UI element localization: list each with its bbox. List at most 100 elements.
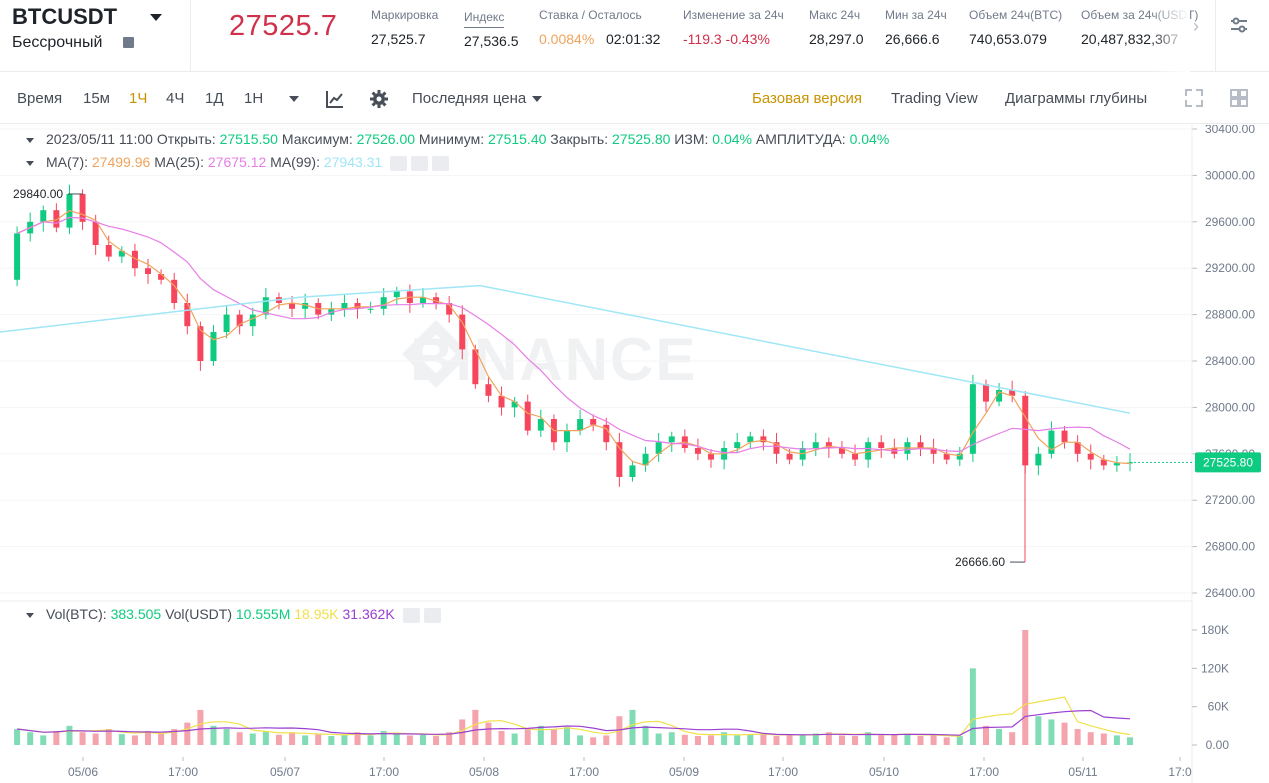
symbol-name[interactable]: BTCUSDT [12, 4, 118, 29]
stat-label: Изменение за 24ч [683, 8, 784, 22]
ohlc-low: 27515.40 [488, 131, 547, 147]
volume-bar [786, 735, 793, 745]
candle-body [223, 314, 230, 332]
volume-bar [550, 729, 557, 745]
candle-body [825, 442, 832, 448]
candle-body [158, 274, 165, 280]
interval-1h[interactable]: 1Ч [129, 90, 148, 107]
candle-body [197, 326, 204, 361]
volume-bar [27, 732, 34, 745]
ohlc-open: 27515.50 [219, 131, 278, 147]
interval-1d[interactable]: 1Д [205, 90, 224, 107]
volume-bar [40, 735, 47, 745]
volume-ma-purple-line [17, 709, 1131, 736]
collapse-caret-icon[interactable] [26, 160, 34, 166]
ma7-value: 27499.96 [91, 154, 151, 170]
time-label[interactable]: Время [17, 90, 63, 107]
candle-body [380, 297, 387, 309]
view-basic-tab[interactable]: Базовая версия [752, 90, 862, 107]
close-icon[interactable] [432, 155, 450, 171]
volume-bar [419, 734, 426, 745]
price-type-dropdown[interactable]: Последняя цена [412, 90, 543, 107]
stat-value: 740,653.079 [969, 31, 1047, 47]
gear-icon[interactable] [369, 89, 389, 109]
candle-body [642, 453, 649, 466]
volume-bar [1022, 630, 1029, 745]
ticker-header: BTCUSDT Бессрочный 27525.7 Маркировка 27… [0, 0, 1269, 72]
view-depth-tab[interactable]: Диаграммы глубины [1005, 90, 1148, 107]
volume-bar [930, 735, 937, 745]
sliders-icon[interactable] [1229, 15, 1249, 35]
candle-body [433, 297, 440, 303]
vol-tick-label: 0.00 [1206, 738, 1230, 752]
candle-body [79, 193, 86, 222]
volume-bar [838, 735, 845, 745]
candle-body [1022, 395, 1029, 466]
ohlc-date: 2023/05/11 11:00 [46, 131, 153, 147]
volume-bar [53, 730, 60, 745]
volume-bar [145, 730, 152, 745]
fullscreen-icon[interactable] [1184, 88, 1204, 108]
candle-body [708, 453, 715, 460]
book-icon[interactable] [123, 37, 134, 48]
view-tradingview-tab[interactable]: Trading View [891, 90, 978, 107]
volume-bar [694, 736, 701, 745]
chevron-right-icon[interactable]: › [1193, 16, 1199, 36]
contract-type-label: Бессрочный [12, 34, 103, 51]
candle-body [393, 291, 400, 298]
candle-body [459, 314, 466, 350]
volume-bar [105, 729, 112, 745]
volume-bar [943, 737, 950, 745]
ma25-label: MA(25): [154, 154, 204, 170]
ohlc-close: 27525.80 [612, 131, 671, 147]
layout-grid-icon[interactable] [1229, 88, 1249, 108]
interval-15m[interactable]: 15м [83, 90, 110, 107]
chart-canvas[interactable]: 30400.00 30000.00 29600.00 29200.00 28800.00… [0, 125, 1269, 783]
ohlc-amplitude-label: АМПЛИТУДА: [755, 131, 846, 147]
watermark: BINANCE [410, 326, 698, 393]
candle-body [302, 303, 309, 309]
volume-bar [1087, 732, 1094, 745]
volume-bar [472, 709, 479, 745]
current-price-tag [1195, 452, 1261, 473]
volume-bar [1048, 719, 1055, 745]
stat-change-24h: Изменение за 24ч -119.3 -0.43% [683, 8, 784, 47]
candle-body [812, 442, 819, 448]
candle-body [184, 303, 191, 327]
last-price: 27525.7 [229, 10, 338, 42]
candle-body [655, 442, 662, 454]
chevron-down-icon [532, 96, 543, 103]
interval-1w[interactable]: 1Н [244, 90, 264, 107]
stat-high-24h: Макс 24ч 28,297.0 [809, 8, 864, 47]
stat-label: Индекс [464, 10, 505, 28]
volume-bar [236, 732, 243, 745]
candle-body [996, 390, 1003, 402]
stat-index-price[interactable]: Индекс 27,536.5 [464, 8, 519, 49]
stat-funding-rate[interactable]: Ставка / Осталось 0.0084% 02:01:32 [539, 8, 660, 47]
collapse-caret-icon[interactable] [26, 137, 34, 143]
candle-body [249, 314, 256, 327]
volume-bar [380, 730, 387, 745]
ma25-value: 27675.12 [207, 154, 267, 170]
volume-bar [289, 732, 296, 745]
close-icon[interactable] [423, 607, 441, 623]
settings-icon[interactable] [411, 155, 429, 171]
collapse-caret-icon[interactable] [26, 612, 34, 618]
candle-body [590, 419, 597, 425]
stat-label: Ставка / Осталось [539, 8, 642, 22]
volume-bar [865, 732, 872, 745]
interval-4h[interactable]: 4Ч [166, 90, 185, 107]
stat-value: -119.3 -0.43% [683, 31, 770, 47]
price-chart[interactable]: BINANCE 30400.00 30000.00 29600.00 29200.00… [0, 125, 1269, 783]
ma7-label: MA(7): [46, 154, 88, 170]
stat-mark-price[interactable]: Маркировка 27,525.7 [371, 8, 438, 47]
candle-body [1113, 463, 1120, 466]
indicator-icon[interactable] [325, 89, 345, 109]
header-divider [190, 0, 191, 72]
y-tick-label: 30000.00 [1205, 168, 1255, 182]
eye-icon[interactable] [390, 155, 408, 171]
symbol-dropdown-caret-icon[interactable] [150, 14, 162, 21]
candle-body [956, 453, 963, 460]
interval-more-caret-icon[interactable] [283, 90, 299, 107]
settings-icon[interactable] [402, 607, 420, 623]
